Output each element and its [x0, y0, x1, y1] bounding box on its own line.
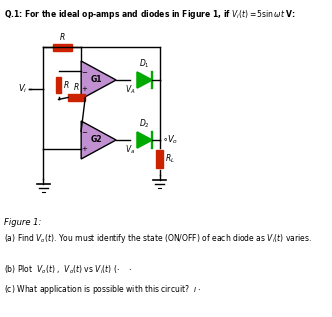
Text: Q.1: For the ideal op-amps and diodes in Figure 1, if $V_i(t) = 5\sin\omega t$ V: Q.1: For the ideal op-amps and diodes in… — [4, 8, 296, 21]
Polygon shape — [81, 121, 116, 159]
Bar — [53, 43, 72, 50]
Text: $V_i$: $V_i$ — [18, 82, 28, 95]
Bar — [55, 77, 61, 94]
Text: (c) What application is possible with this circuit?  $\imath$ $\cdot$: (c) What application is possible with th… — [4, 283, 202, 296]
Text: $D_2$: $D_2$ — [139, 118, 150, 130]
Text: R: R — [60, 33, 65, 42]
Bar — [68, 94, 85, 101]
Text: G2: G2 — [90, 135, 102, 145]
Polygon shape — [137, 132, 152, 148]
Text: R: R — [74, 83, 79, 92]
Text: $+$: $+$ — [81, 84, 88, 93]
Bar — [156, 150, 163, 168]
Polygon shape — [137, 72, 152, 88]
Text: $V_A$: $V_A$ — [124, 84, 135, 96]
Text: $+$: $+$ — [81, 144, 88, 153]
Text: G1: G1 — [90, 75, 102, 85]
Polygon shape — [81, 61, 116, 99]
Text: $\circ V_o$: $\circ V_o$ — [162, 134, 178, 146]
Text: $R_L$: $R_L$ — [165, 153, 175, 165]
Text: R: R — [64, 81, 69, 90]
Text: $-$: $-$ — [81, 68, 88, 74]
Text: (a) Find $V_o(t)$. You must identify the state (ON/OFF) of each diode as $V_i(t): (a) Find $V_o(t)$. You must identify the… — [4, 232, 312, 245]
Text: (b) Plot  $V_o(t)$ ,  $V_o(t)$ vs $V_i(t)$ ($\cdot$    $\cdot$: (b) Plot $V_o(t)$ , $V_o(t)$ vs $V_i(t)$… — [4, 263, 132, 275]
Text: Figure 1:: Figure 1: — [4, 218, 42, 227]
Text: $-$: $-$ — [81, 128, 88, 134]
Text: $D_1$: $D_1$ — [139, 57, 150, 70]
Text: $V_a$: $V_a$ — [124, 144, 135, 157]
